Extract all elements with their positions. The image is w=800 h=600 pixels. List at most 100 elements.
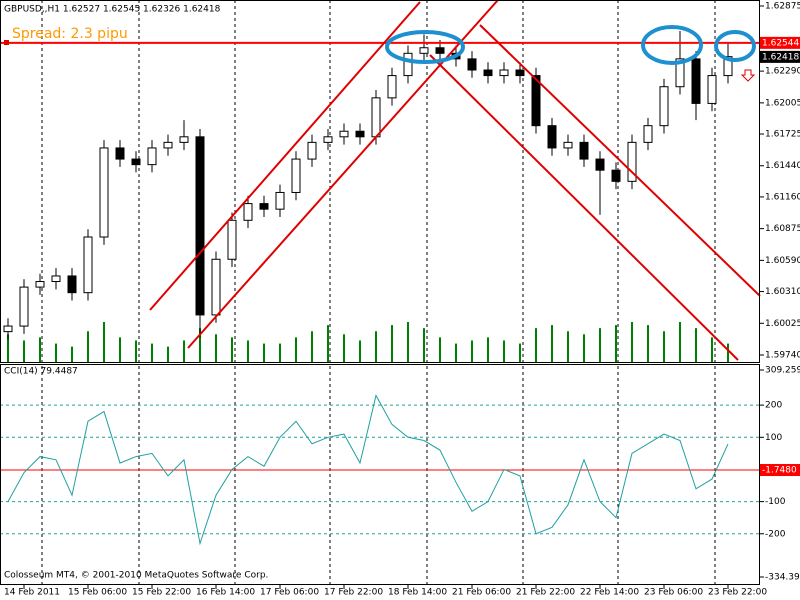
y-tick-label: 1.62005 (765, 98, 800, 108)
highlight-ellipse (385, 30, 465, 64)
chart-header: GBPUSD,,H1 1.62527 1.62545 1.62326 1.624… (4, 5, 221, 15)
y-tick-label: 1.60310 (765, 287, 800, 297)
volume-bar (487, 337, 489, 362)
candle-body (547, 125, 557, 149)
volume-bar (567, 331, 569, 362)
candle-body (419, 47, 429, 54)
volume-bar (551, 325, 553, 362)
candle-body (195, 136, 205, 316)
volume-bar (471, 340, 473, 362)
volume-bar (183, 340, 185, 362)
volume-bar (647, 325, 649, 362)
volume-bar (679, 322, 681, 362)
candle-body (403, 52, 413, 77)
volume-bar (407, 322, 409, 362)
candle-body (83, 236, 93, 294)
highlight-ellipse (714, 30, 756, 62)
bid-label: 1.62418 (762, 52, 799, 62)
candle-body (323, 136, 333, 143)
x-tick-label: 14 Feb 2011 (4, 588, 60, 598)
y-tick-label: -334.399 (765, 573, 800, 583)
volume-bar (71, 346, 73, 362)
y-tick-label: -200 (765, 529, 786, 539)
volume-bar (727, 343, 729, 362)
trend-line (479, 24, 761, 297)
volume-bar (263, 343, 265, 362)
x-tick-label: 16 Feb 14:00 (196, 588, 255, 598)
x-tick-label: 15 Feb 22:00 (132, 588, 191, 598)
x-tick-label: 23 Feb 06:00 (644, 588, 703, 598)
x-tick-label: 21 Feb 06:00 (452, 588, 511, 598)
highlights (385, 25, 756, 65)
candle-body (643, 125, 653, 143)
volume-bar (423, 328, 425, 362)
volume-bar (279, 343, 281, 362)
volume-bar (695, 328, 697, 362)
candle-body (435, 47, 445, 54)
candle-body (67, 275, 77, 294)
candle-body (131, 158, 141, 166)
candle-body (515, 69, 525, 77)
indicator-title: CCI(14) 79.4487 (4, 367, 78, 377)
candle-body (675, 58, 685, 88)
candle-body (179, 136, 189, 143)
candle-body (51, 275, 61, 283)
x-tick-label: 18 Feb 14:00 (388, 588, 447, 598)
y-tick-label: 1.62875 (765, 2, 800, 12)
volume-bar (343, 334, 345, 362)
volume-bar (631, 322, 633, 362)
volume-bar (103, 322, 105, 362)
candle-body (163, 141, 173, 149)
volume-bar (247, 340, 249, 362)
candle-body (499, 69, 509, 77)
volume-bar (7, 334, 9, 362)
x-tick-label: 15 Feb 06:00 (68, 588, 127, 598)
y-tick-label: 1.62290 (765, 67, 800, 77)
trend-line (429, 54, 739, 361)
ask-label: 1.62544 (762, 38, 799, 48)
candle-body (227, 219, 237, 260)
candle-body (115, 147, 125, 160)
volume-bar (311, 331, 313, 362)
candle-body (483, 69, 493, 77)
y-tick-label: 1.60025 (765, 319, 800, 329)
volume-bar (455, 343, 457, 362)
y-tick-label: 200 (765, 401, 782, 411)
candle-body (291, 158, 301, 193)
y-tick-label: 309.2596 (765, 366, 800, 376)
y-tick-label: -100 (765, 497, 786, 507)
spread-marker (4, 40, 9, 45)
x-tick-label: 23 Feb 22:00 (708, 588, 767, 598)
main-frame (0, 0, 760, 363)
candle-body (371, 97, 381, 138)
volume-bar (663, 331, 665, 362)
x-tick-label: 17 Feb 22:00 (324, 588, 383, 598)
volume-bar (295, 337, 297, 362)
volume-bar (231, 337, 233, 362)
y-tick-label: 1.61725 (765, 130, 800, 140)
candle-body (147, 147, 157, 166)
candle-body (531, 75, 541, 127)
y-tick-label: 1.60875 (765, 224, 800, 234)
volume-bar (119, 337, 121, 362)
candle-body (691, 58, 701, 104)
y-tick-label: 1.59740 (765, 351, 800, 361)
candle-body (211, 258, 221, 316)
candle-body (3, 325, 13, 333)
volume-bar (151, 343, 153, 362)
candle-body (467, 58, 477, 71)
level-box (760, 464, 800, 477)
spread-label: Spread: 2.3 pipu (12, 26, 128, 42)
volume-bar (87, 331, 89, 362)
candle-body (339, 130, 349, 138)
candle-body (611, 169, 621, 182)
volume-bar (503, 340, 505, 362)
candle-body (707, 75, 717, 104)
highlight-ellipse (641, 25, 703, 65)
indicator-frame (0, 364, 760, 585)
volume-bar (583, 334, 585, 362)
volume-bar (535, 328, 537, 362)
volume-bar (391, 325, 393, 362)
candle-body (35, 281, 45, 288)
